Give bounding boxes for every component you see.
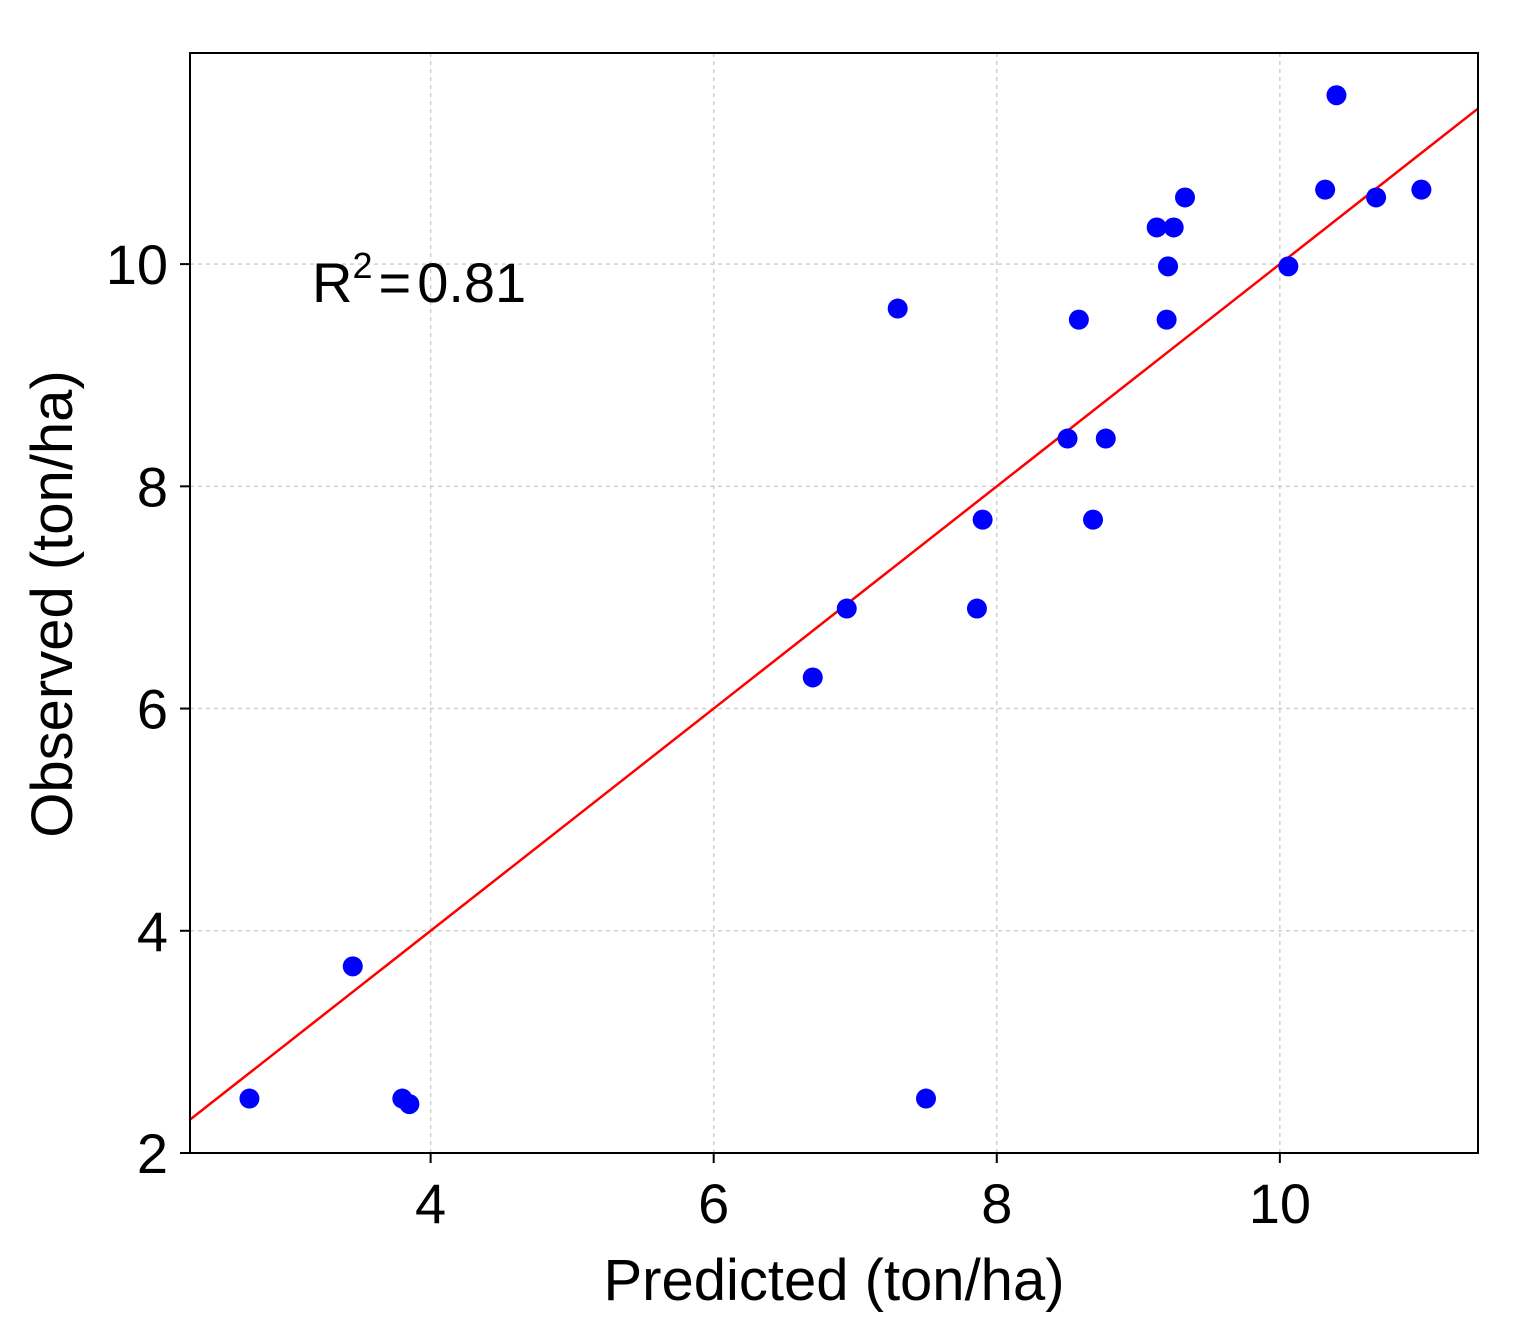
data-point <box>1057 428 1078 449</box>
data-point <box>1315 179 1336 200</box>
data-point <box>342 956 363 977</box>
data-point <box>1083 509 1104 530</box>
x-tick-label: 6 <box>698 1172 729 1235</box>
x-tick-label: 4 <box>415 1172 446 1235</box>
axis-ticks: 4 6 8 10 2 4 6 8 10 <box>106 233 1311 1235</box>
fit-line <box>189 107 1479 1121</box>
r-squared-equals: = <box>378 251 411 314</box>
data-point <box>1158 256 1179 277</box>
y-tick-label: 4 <box>137 900 168 963</box>
data-point <box>1366 187 1387 208</box>
data-point <box>1095 428 1116 449</box>
data-point <box>836 598 857 619</box>
plot-frame <box>189 52 1479 1154</box>
data-point <box>1068 309 1089 330</box>
data-point <box>802 667 823 688</box>
r-squared-annotation: R2 = 0.81 <box>312 245 526 314</box>
x-tick-label: 10 <box>1249 1172 1311 1235</box>
r-squared-value: 0.81 <box>417 251 526 314</box>
y-tick-label: 6 <box>137 678 168 741</box>
x-tick-label: 8 <box>981 1172 1012 1235</box>
data-point <box>1278 256 1299 277</box>
x-axis-title: Predicted (ton/ha) <box>603 1248 1064 1313</box>
data-point <box>1156 309 1177 330</box>
grid-layer <box>190 53 1478 1153</box>
data-point <box>916 1088 936 1109</box>
y-tick-label: 10 <box>106 233 168 296</box>
data-point <box>399 1094 420 1115</box>
data-point <box>239 1088 260 1109</box>
data-point <box>1326 85 1347 106</box>
data-point <box>1146 217 1167 238</box>
fit-line-layer <box>189 107 1479 1121</box>
data-point <box>966 598 987 619</box>
data-point <box>887 298 908 319</box>
y-tick-label: 8 <box>137 455 168 518</box>
r-squared-superscript: 2 <box>352 245 372 286</box>
data-point <box>1175 187 1196 208</box>
data-point <box>1163 217 1184 238</box>
data-points-layer <box>239 85 1432 1115</box>
data-point <box>972 509 993 530</box>
plot-border <box>189 52 1479 1154</box>
r-squared-letter: R <box>312 251 352 314</box>
y-tick-label: 2 <box>137 1122 168 1185</box>
data-point <box>1411 179 1432 200</box>
y-axis-title: Observed (ton/ha) <box>20 370 85 837</box>
